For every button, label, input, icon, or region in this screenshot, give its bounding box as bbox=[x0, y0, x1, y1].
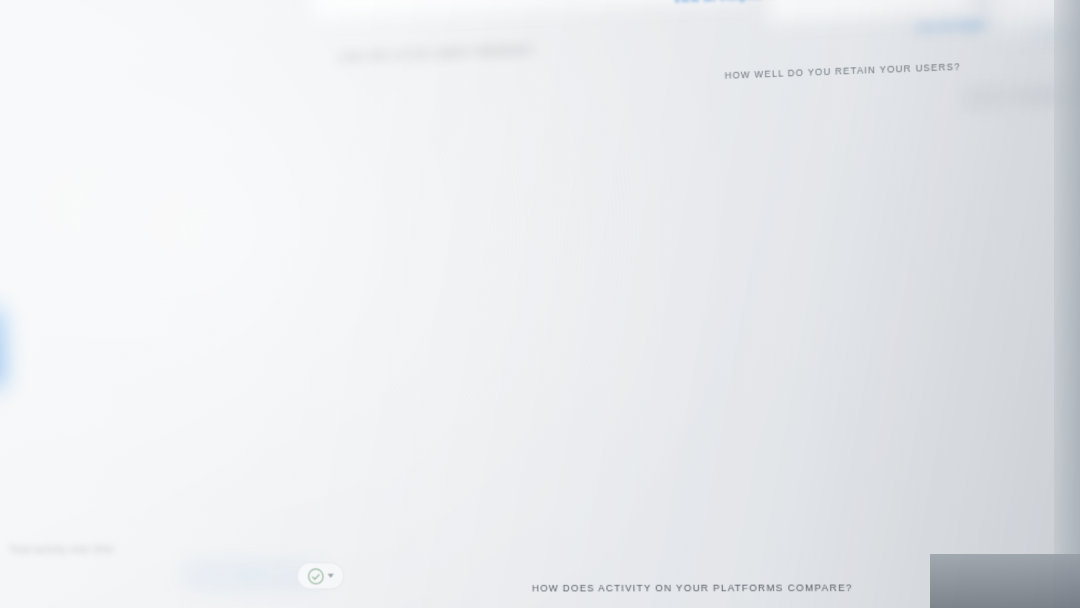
monitor-bezel bbox=[1054, 0, 1080, 608]
bottom-section-title: HOW DOES ACTIVITY ON YOUR PLATFORMS COMP… bbox=[531, 582, 853, 594]
sidebar-metrics-card bbox=[0, 0, 371, 508]
cohort-section-title: HOW WELL DO YOU RETAIN YOUR USERS? bbox=[724, 61, 961, 81]
view-all-insights-link[interactable]: View all insights → bbox=[673, 0, 779, 6]
active-users-chart-card: Total activity over time 010020030040050… bbox=[0, 505, 367, 608]
chart-filter-dropdown[interactable] bbox=[296, 562, 345, 590]
top-link-a[interactable]: View all insights bbox=[915, 18, 988, 33]
chevron-down-icon bbox=[327, 573, 334, 578]
chart-subtitle: Total activity over time bbox=[8, 544, 114, 556]
keyboard-edge bbox=[930, 554, 1080, 608]
chart-header: Total activity over time bbox=[8, 543, 341, 556]
check-circle-icon bbox=[307, 567, 324, 584]
center-section-title: HOW ARE ACTIVE USERS TRENDING? bbox=[339, 44, 535, 63]
